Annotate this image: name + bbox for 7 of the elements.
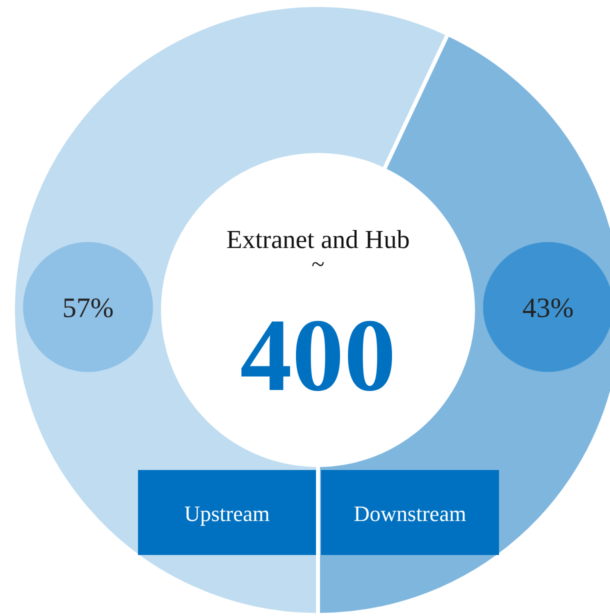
slice-label: Downstream xyxy=(354,501,466,526)
text: ~ xyxy=(312,252,325,278)
data-label: 43% xyxy=(522,293,574,324)
text: 400 xyxy=(240,298,396,413)
text: Extranet and Hub xyxy=(226,225,410,254)
slice-label: Upstream xyxy=(184,501,270,526)
data-label: 57% xyxy=(62,293,114,324)
